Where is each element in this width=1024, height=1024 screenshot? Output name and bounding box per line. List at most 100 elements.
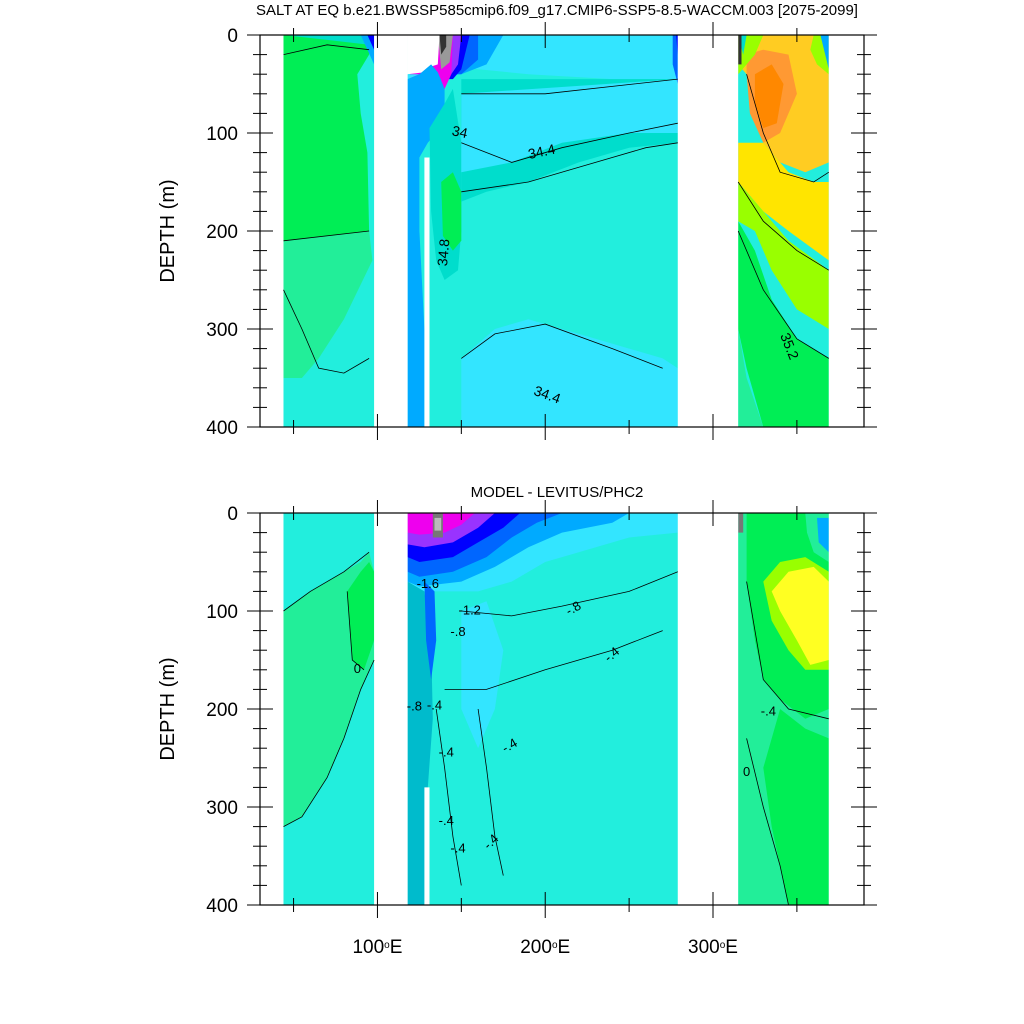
contour-label: 34 xyxy=(451,122,470,141)
difference-axis-ticks xyxy=(247,500,877,918)
difference-contour-fills xyxy=(260,513,864,905)
pacific-anomaly-fill xyxy=(434,517,442,531)
salinity-contour-lines xyxy=(283,44,830,374)
land-mask xyxy=(374,513,408,905)
contour-line xyxy=(746,74,830,183)
contour-label: -.4 xyxy=(439,745,454,760)
contour-label: -1.6 xyxy=(417,576,439,591)
contour-line xyxy=(746,581,829,720)
contour-label: -.4 xyxy=(601,644,622,665)
contour-label: 34.8 xyxy=(434,238,452,267)
difference-contour-lines xyxy=(283,551,829,905)
salinity-contour-labels: 34 34.4 34.8 34.4 35.2 xyxy=(434,122,802,406)
pacific-wall-fill xyxy=(424,581,437,680)
pacific-fresh-fill xyxy=(407,74,428,80)
contour-line xyxy=(461,122,678,163)
indian-anomaly-fill xyxy=(347,562,375,670)
contour-line xyxy=(435,708,462,886)
contour-line xyxy=(283,230,370,242)
atlantic-edge-fill xyxy=(738,35,742,65)
contour-label: 0 xyxy=(354,661,361,676)
x-tick-label: 100oE xyxy=(352,937,402,958)
contour-label: -.4 xyxy=(427,697,442,712)
y-tick-label: 100 xyxy=(206,602,238,623)
contour-line xyxy=(746,738,789,905)
land-mask xyxy=(374,35,408,427)
difference-contour-labels: 0 -1.6 -1.2 -.8 -.8 -.4 -.8 -.4 -.4 -.4 … xyxy=(354,576,776,856)
salinity-y-axis-label: DEPTH (m) xyxy=(157,179,179,282)
contour-line xyxy=(283,659,375,827)
indian-fresh-fill xyxy=(283,35,370,241)
salinity-plot-area xyxy=(260,35,864,427)
y-tick-label: 300 xyxy=(206,320,238,341)
contour-line xyxy=(461,571,678,617)
atlantic-anomaly-fill xyxy=(763,709,829,905)
contour-label: -.4 xyxy=(499,735,520,756)
pacific-east-fill xyxy=(672,35,678,84)
contour-line xyxy=(461,323,663,369)
difference-panel: MODEL - LEVITUS/PHC2 0 -1.6 -1.2 -.8 -.8… xyxy=(157,484,877,958)
contour-label: -.8 xyxy=(563,598,584,619)
atlantic-deep-fill xyxy=(738,221,829,427)
contour-line xyxy=(461,142,678,193)
salinity-y-tick-labels: 0 100 200 300 400 xyxy=(206,26,238,439)
difference-y-axis-label: DEPTH (m) xyxy=(157,657,179,760)
y-tick-label: 300 xyxy=(206,798,238,819)
atlantic-east-fill xyxy=(820,35,829,70)
x-tick-label: 300oE xyxy=(688,937,738,958)
y-tick-label: 0 xyxy=(227,504,238,525)
atlantic-anomaly-fill xyxy=(771,566,829,665)
salinity-contour-fills xyxy=(260,35,864,427)
difference-panel-title: MODEL - LEVITUS/PHC2 xyxy=(471,484,644,501)
contour-line xyxy=(737,181,830,271)
difference-plot-area xyxy=(260,513,864,905)
contour-line xyxy=(283,551,370,612)
pacific-thermocline-fill xyxy=(461,79,678,173)
atlantic-deep-fill xyxy=(738,329,764,427)
y-tick-label: 400 xyxy=(206,896,238,917)
contour-line xyxy=(737,230,830,359)
contour-line xyxy=(444,630,663,690)
contour-line xyxy=(283,289,370,374)
pacific-east-fill xyxy=(676,35,678,55)
indian-wall-fill xyxy=(367,35,375,50)
y-tick-label: 0 xyxy=(227,26,238,47)
salinity-panel: SALT AT EQ b.e21.BWSSP585cmip6.f09_g17.C… xyxy=(157,2,877,440)
atlantic-edge-fill xyxy=(738,513,744,533)
pacific-fresh-fill xyxy=(439,35,447,55)
pacific-anomaly-fill xyxy=(461,601,504,749)
contour-label: -1.2 xyxy=(459,602,481,617)
difference-y-tick-labels: 0 100 200 300 400 xyxy=(206,504,238,917)
atlantic-salty-fill xyxy=(754,64,784,129)
indian-surface-fill xyxy=(283,35,370,45)
contour-label: -.4 xyxy=(761,703,776,718)
atlantic-mid-fill xyxy=(738,182,829,329)
contour-label: -.8 xyxy=(407,698,422,713)
pacific-deep-fill xyxy=(461,319,678,427)
y-tick-label: 100 xyxy=(206,124,238,145)
contour-line xyxy=(461,78,678,95)
land-mask xyxy=(677,35,739,427)
contour-line xyxy=(283,44,370,55)
land-mask xyxy=(407,35,440,75)
pacific-wall-fill xyxy=(407,64,445,427)
y-tick-label: 200 xyxy=(206,222,238,243)
contour-line xyxy=(477,708,504,876)
contour-label: 34.4 xyxy=(527,141,557,162)
contour-line xyxy=(346,591,365,671)
contour-label: 0 xyxy=(743,764,750,779)
contour-label: -.4 xyxy=(450,841,465,856)
y-tick-label: 400 xyxy=(206,418,238,439)
land-mask xyxy=(677,513,739,905)
atlantic-east-fill xyxy=(817,517,829,553)
contour-label: -.8 xyxy=(450,624,465,639)
salinity-axis-ticks xyxy=(247,22,877,440)
atlantic-mid-fill xyxy=(738,142,829,261)
indian-deep-fill xyxy=(283,231,373,378)
salinity-panel-title: SALT AT EQ b.e21.BWSSP585cmip6.f09_g17.C… xyxy=(256,2,858,19)
difference-x-tick-labels: 100oE 200oE 300oE xyxy=(352,937,738,958)
pacific-salty-fill xyxy=(441,172,462,251)
land-mask xyxy=(424,787,430,905)
y-tick-label: 200 xyxy=(206,700,238,721)
